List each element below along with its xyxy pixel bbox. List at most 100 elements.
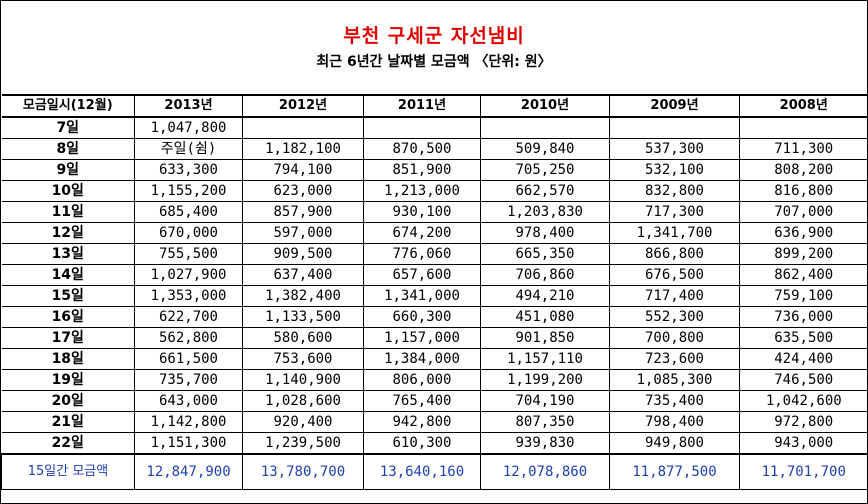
table-row: 11일 685,400 857,900 930,100 1,203,830 717,300… bbox=[1, 201, 868, 223]
amount-cell: 704,190 bbox=[480, 390, 610, 412]
amount-cell: 1,140,900 bbox=[242, 369, 364, 391]
total-amount: 11,877,500 bbox=[609, 453, 740, 490]
amount-cell: 597,000 bbox=[242, 222, 364, 244]
column-header-year: 2012년 bbox=[242, 94, 364, 118]
amount-cell: 665,350 bbox=[480, 243, 610, 265]
column-header-year: 2013년 bbox=[134, 94, 243, 118]
amount-cell: 943,000 bbox=[739, 432, 868, 455]
amount-cell: 1,085,300 bbox=[609, 369, 740, 391]
total-amount: 12,847,900 bbox=[134, 453, 243, 490]
amount-cell: 870,500 bbox=[363, 138, 481, 160]
amount-cell: 1,157,000 bbox=[363, 327, 481, 349]
amount-cell: 1,042,600 bbox=[739, 390, 868, 412]
amount-cell: 807,350 bbox=[480, 411, 610, 433]
amount-cell: 939,830 bbox=[480, 432, 610, 455]
amount-cell: 685,400 bbox=[134, 201, 243, 223]
total-amount: 11,701,700 bbox=[739, 453, 868, 490]
table-row: 19일 735,700 1,140,900 806,000 1,199,200 1,085… bbox=[1, 369, 868, 391]
amount-cell: 1,151,300 bbox=[134, 432, 243, 455]
amount-cell: 857,900 bbox=[242, 201, 364, 223]
amount-cell: 1,341,000 bbox=[363, 285, 481, 307]
amount-cell: 670,000 bbox=[134, 222, 243, 244]
column-header-year: 2010년 bbox=[480, 94, 610, 118]
table-row: 18일 661,500 753,600 1,384,000 1,157,110 723,6… bbox=[1, 348, 868, 370]
date-cell: 12일 bbox=[1, 222, 135, 244]
table-row: 7일 1,047,800 bbox=[1, 116, 868, 139]
column-header-date: 모금일시(12월) bbox=[1, 94, 135, 118]
amount-cell: 978,400 bbox=[480, 222, 610, 244]
amount-cell: 755,500 bbox=[134, 243, 243, 265]
amount-cell: 1,157,110 bbox=[480, 348, 610, 370]
table-body: 7일 1,047,800 8일 주일(쉼) 1,182,100 870,500 509,84… bbox=[1, 116, 868, 490]
total-label: 15일간 모금액 bbox=[1, 453, 135, 490]
date-cell: 21일 bbox=[1, 411, 135, 433]
total-amount: 13,780,700 bbox=[242, 453, 364, 490]
amount-cell: 635,500 bbox=[739, 327, 868, 349]
amount-cell: 909,500 bbox=[242, 243, 364, 265]
amount-cell: 662,570 bbox=[480, 180, 610, 202]
amount-cell: 866,800 bbox=[609, 243, 740, 265]
amount-cell: 637,400 bbox=[242, 264, 364, 286]
page-title: 부천 구세군 자선냄비 bbox=[343, 25, 525, 47]
amount-cell: 706,860 bbox=[480, 264, 610, 286]
amount-cell: 735,400 bbox=[609, 390, 740, 412]
total-amount: 13,640,160 bbox=[363, 453, 481, 490]
amount-cell: 623,000 bbox=[242, 180, 364, 202]
date-cell: 10일 bbox=[1, 180, 135, 202]
amount-cell: 746,500 bbox=[739, 369, 868, 391]
amount-cell: 1,239,500 bbox=[242, 432, 364, 455]
amount-cell: 862,400 bbox=[739, 264, 868, 286]
table-row: 21일 1,142,800 920,400 942,800 807,350 798,400… bbox=[1, 411, 868, 433]
donation-table: 모금일시(12월) 2013년 2012년 2011년 2010년 2009년 2008년 … bbox=[1, 94, 868, 490]
date-cell: 18일 bbox=[1, 348, 135, 370]
amount-cell: 707,000 bbox=[739, 201, 868, 223]
amount-cell: 494,210 bbox=[480, 285, 610, 307]
date-cell: 19일 bbox=[1, 369, 135, 391]
table-row: 22일 1,151,300 1,239,500 610,300 939,830 949,8… bbox=[1, 432, 868, 455]
amount-cell: 1,382,400 bbox=[242, 285, 364, 307]
date-cell: 7일 bbox=[1, 116, 135, 139]
amount-cell: 657,600 bbox=[363, 264, 481, 286]
amount-cell: 537,300 bbox=[609, 138, 740, 160]
amount-cell bbox=[480, 116, 610, 139]
amount-cell: 832,800 bbox=[609, 180, 740, 202]
table-row: 12일 670,000 597,000 674,200 978,400 1,341,700… bbox=[1, 222, 868, 244]
date-cell: 13일 bbox=[1, 243, 135, 265]
amount-cell: 723,600 bbox=[609, 348, 740, 370]
amount-cell: 1,353,000 bbox=[134, 285, 243, 307]
amount-cell: 972,800 bbox=[739, 411, 868, 433]
date-cell: 16일 bbox=[1, 306, 135, 328]
amount-cell: 주일(쉼) bbox=[134, 138, 243, 160]
amount-cell: 1,203,830 bbox=[480, 201, 610, 223]
date-cell: 15일 bbox=[1, 285, 135, 307]
amount-cell: 1,028,600 bbox=[242, 390, 364, 412]
table-row: 10일 1,155,200 623,000 1,213,000 662,570 832,8… bbox=[1, 180, 868, 202]
column-header-year: 2009년 bbox=[609, 94, 740, 118]
amount-cell: 901,850 bbox=[480, 327, 610, 349]
amount-cell: 424,400 bbox=[739, 348, 868, 370]
date-cell: 11일 bbox=[1, 201, 135, 223]
header-row: 모금일시(12월) 2013년 2012년 2011년 2010년 2009년 2008년 bbox=[1, 94, 868, 118]
amount-cell: 661,500 bbox=[134, 348, 243, 370]
page-subtitle: 최근 6년간 날짜별 모금액 〈단위: 원〉 bbox=[316, 54, 552, 70]
amount-cell: 816,800 bbox=[739, 180, 868, 202]
amount-cell bbox=[242, 116, 364, 139]
amount-cell: 1,199,200 bbox=[480, 369, 610, 391]
amount-cell: 949,800 bbox=[609, 432, 740, 455]
table-row: 20일 643,000 1,028,600 765,400 704,190 735,400… bbox=[1, 390, 868, 412]
amount-cell: 776,060 bbox=[363, 243, 481, 265]
amount-cell: 1,047,800 bbox=[134, 116, 243, 139]
date-cell: 22일 bbox=[1, 432, 135, 455]
table-row: 15일 1,353,000 1,382,400 1,341,000 494,210 717… bbox=[1, 285, 868, 307]
date-cell: 9일 bbox=[1, 159, 135, 181]
amount-cell: 1,142,800 bbox=[134, 411, 243, 433]
amount-cell: 1,182,100 bbox=[242, 138, 364, 160]
amount-cell: 1,341,700 bbox=[609, 222, 740, 244]
amount-cell: 798,400 bbox=[609, 411, 740, 433]
date-cell: 14일 bbox=[1, 264, 135, 286]
amount-cell: 735,700 bbox=[134, 369, 243, 391]
amount-cell: 1,384,000 bbox=[363, 348, 481, 370]
column-header-year: 2011년 bbox=[363, 94, 481, 118]
amount-cell: 899,200 bbox=[739, 243, 868, 265]
